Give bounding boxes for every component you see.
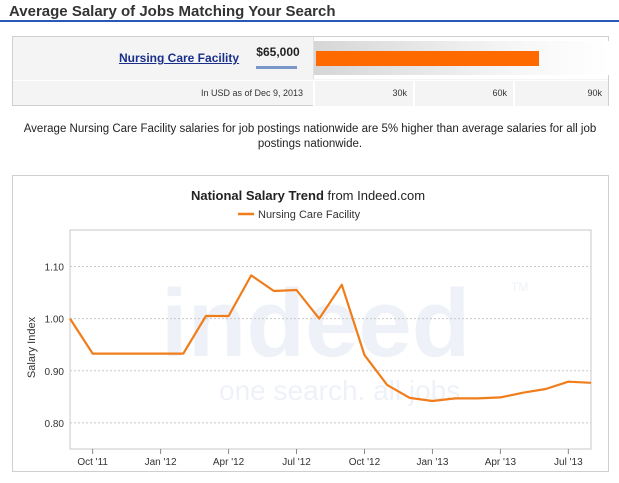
y-tick-label: 0.90 (45, 367, 65, 378)
watermark-tm-text: TM (511, 280, 528, 294)
chart-grid (70, 266, 591, 424)
chart-axes (69, 229, 592, 454)
legend-label: Nursing Care Facility (258, 209, 361, 221)
x-tick-label: Jul '13 (554, 457, 583, 468)
salary-bar-area (313, 37, 609, 79)
salary-summary-text: Average Nursing Care Facility salaries f… (23, 123, 597, 150)
salary-comparison-box: Nursing Care Facility $65,000 In USD as … (12, 36, 609, 106)
chart-series (69, 274, 592, 403)
chart-title-main: National Salary Trend (191, 188, 324, 203)
chart-title: National Salary Trend from Indeed.com (191, 188, 425, 203)
scale-tick-label: 90k (587, 88, 602, 98)
salary-row: Nursing Care Facility $65,000 (13, 37, 609, 79)
x-tick-label: Apr '13 (485, 457, 517, 468)
job-title-link[interactable]: Nursing Care Facility (119, 51, 240, 65)
scale-cell-90k: 90k (513, 81, 608, 106)
y-tick-label: 0.80 (45, 419, 65, 430)
y-axis-label: Salary Index (26, 316, 38, 378)
watermark-logo-text: indeed (161, 270, 470, 377)
x-tick-label: Apr '12 (213, 457, 245, 468)
salary-bar (316, 51, 539, 66)
salary-trend-chart: indeed one search. all jobs TM 0.80 0.90 1.0… (12, 175, 609, 472)
x-tick-label: Jan '13 (416, 457, 448, 468)
watermark-tagline-text: one search. all jobs (219, 375, 460, 406)
plot-frame (69, 229, 592, 450)
scale-cell-30k: 30k (313, 81, 413, 106)
currency-date-note: In USD as of Dec 9, 2013 (200, 88, 303, 98)
x-tick-label: Jan '12 (145, 457, 177, 468)
scale-tick-label: 30k (392, 88, 407, 98)
section-header: Average Salary of Jobs Matching Your Sea… (0, 0, 619, 22)
salary-underline (256, 66, 297, 69)
y-tick-label: 1.00 (45, 315, 65, 326)
y-tick-label: 1.10 (45, 263, 65, 274)
salary-scale-row: In USD as of Dec 9, 2013 30k 60k 90k (13, 80, 608, 106)
x-tick-label: Jul '12 (282, 457, 311, 468)
chart-text: 0.80 0.90 1.00 1.10 Oct '11 Jan '12 Apr '12 Jul… (26, 188, 583, 468)
series-line-nursing-care-facility (69, 274, 592, 403)
scale-cell-60k: 60k (413, 81, 513, 106)
scale-tick-label: 60k (492, 88, 507, 98)
x-tick-label: Oct '12 (349, 457, 381, 468)
chart-title-suffix: from Indeed.com (324, 188, 425, 203)
section-title: Average Salary of Jobs Matching Your Sea… (9, 3, 336, 20)
salary-amount: $65,000 (256, 45, 300, 59)
x-tick-label: Oct '11 (77, 457, 108, 468)
